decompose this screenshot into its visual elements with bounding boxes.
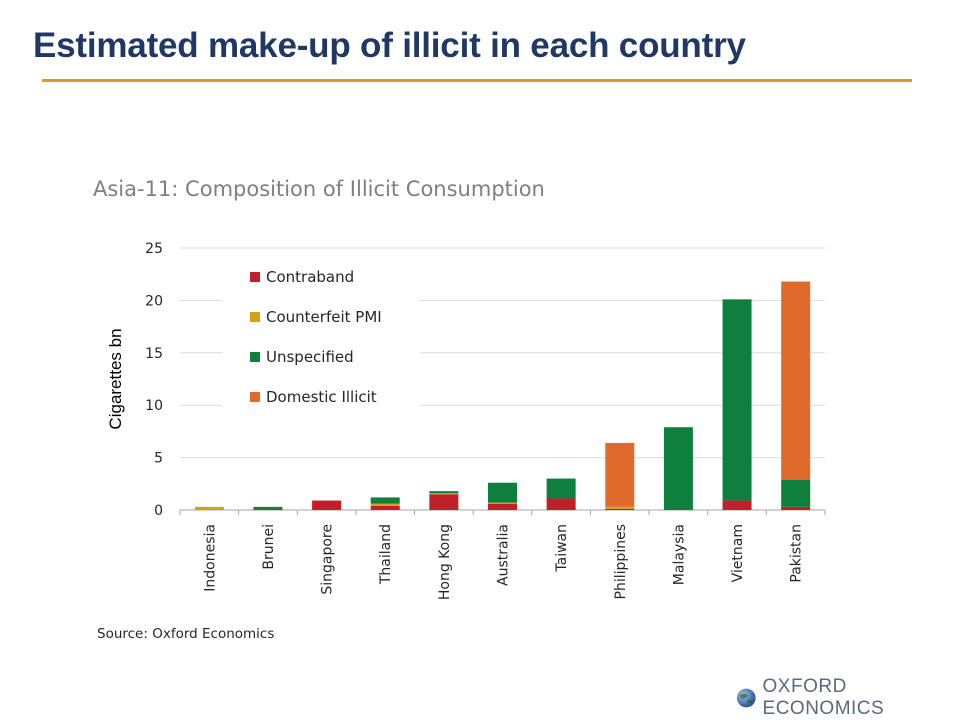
bar-segment [429,494,459,510]
bar-segment [429,491,459,494]
bar-segment [488,482,517,503]
legend-label: Counterfeit PMI [266,308,382,326]
legend-swatch [250,352,260,362]
bar-segment [546,498,576,510]
chart-title: Asia-11: Composition of Illicit Consumpt… [93,177,545,201]
legend-box [222,262,420,414]
x-tick-label: Hong Kong [437,524,453,600]
x-tick-label: Pakistan [789,524,805,583]
x-tick-label: Vietnam [730,524,746,582]
bar-segment [605,442,635,507]
bar-segment [370,503,400,506]
bar-segment [194,506,224,510]
bar-segment [488,502,517,504]
x-tick-label: Malaysia [671,524,687,585]
bar-segment [781,479,811,507]
brand-name: OXFORD ECONOMICS [762,676,885,719]
bar-segment [488,503,517,510]
bar-segment [253,508,283,510]
bar-segment [781,506,811,510]
bar-segment [312,500,342,510]
bar-segment [722,299,752,501]
bar-segment [722,500,752,510]
legend-label: Contraband [266,268,354,286]
y-axis-label: Cigarettes bn [106,328,125,429]
legend-swatch [250,392,260,402]
slide-title: Estimated make-up of illicit in each cou… [33,26,746,65]
bar-segment [370,505,400,510]
bar-segment [546,478,576,499]
x-tick-label: Australia [496,524,512,586]
globe-icon [736,688,756,708]
y-tick-label: 5 [154,451,163,467]
bar-segment [253,506,283,509]
bar-segment [605,506,635,509]
bar-segment [605,508,635,510]
legend-label: Unspecified [266,348,354,366]
x-tick-label: Thailand [378,524,394,585]
x-tick-label: Philippines [613,524,629,599]
source-note: Source: Oxford Economics [97,626,275,642]
x-tick-label: Taiwan [554,524,570,573]
bar-segment [370,497,400,504]
legend-label: Domestic Illicit [266,388,377,406]
y-tick-label: 15 [145,346,163,362]
y-tick-label: 25 [145,241,163,257]
x-tick-label: Singapore [320,524,336,595]
y-tick-label: 10 [145,398,163,414]
bar-segment [429,493,459,495]
legend-swatch [250,312,260,322]
title-rule [42,79,912,82]
x-tick-label: Indonesia [202,524,218,592]
legend-swatch [250,272,260,282]
bar-segment [663,427,693,510]
y-tick-label: 0 [154,503,163,519]
oxford-economics-logo: OXFORD ECONOMICS [736,676,960,720]
x-tick-label: Brunei [261,524,277,570]
bar-segment [781,281,811,480]
y-tick-label: 20 [145,293,163,309]
